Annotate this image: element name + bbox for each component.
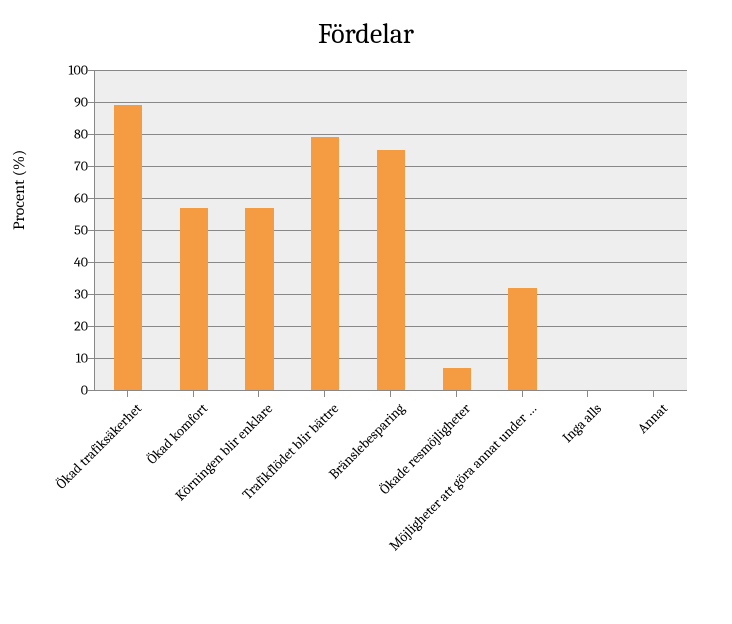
y-tick-label: 90 bbox=[48, 94, 88, 111]
y-axis-label: Procent (%) bbox=[10, 150, 28, 230]
x-tick-mark bbox=[456, 391, 457, 397]
bar bbox=[508, 288, 536, 390]
plot-area bbox=[94, 70, 687, 391]
chart-container: Fördelar Procent (%) 0 10 20 30 40 50 60 70 80 90… bbox=[0, 0, 732, 616]
y-tick-label: 20 bbox=[48, 318, 88, 335]
x-tick-mark bbox=[127, 391, 128, 397]
bar bbox=[245, 208, 273, 390]
y-tick-label: 100 bbox=[48, 62, 88, 79]
y-tick-mark bbox=[88, 230, 94, 231]
y-tick-mark bbox=[88, 294, 94, 295]
x-tick-mark bbox=[193, 391, 194, 397]
bar bbox=[180, 208, 208, 390]
bar bbox=[443, 368, 471, 390]
x-tick-mark bbox=[587, 391, 588, 397]
x-tick-mark bbox=[522, 391, 523, 397]
y-tick-label: 40 bbox=[48, 254, 88, 271]
x-tick-mark bbox=[324, 391, 325, 397]
y-tick-mark bbox=[88, 326, 94, 327]
y-tick-mark bbox=[88, 198, 94, 199]
y-tick-mark bbox=[88, 102, 94, 103]
y-tick-label: 30 bbox=[48, 286, 88, 303]
y-tick-label: 60 bbox=[48, 190, 88, 207]
y-tick-mark bbox=[88, 262, 94, 263]
chart-title: Fördelar bbox=[0, 18, 732, 50]
y-tick-label: 80 bbox=[48, 126, 88, 143]
x-tick-mark bbox=[653, 391, 654, 397]
y-tick-mark bbox=[88, 390, 94, 391]
y-tick-label: 50 bbox=[48, 222, 88, 239]
y-tick-label: 10 bbox=[48, 350, 88, 367]
gridline bbox=[95, 102, 687, 103]
x-tick-mark bbox=[390, 391, 391, 397]
y-tick-label: 70 bbox=[48, 158, 88, 175]
y-tick-label: 0 bbox=[48, 382, 88, 399]
bar bbox=[311, 137, 339, 390]
x-tick-mark bbox=[258, 391, 259, 397]
gridline bbox=[95, 70, 687, 71]
gridline bbox=[95, 134, 687, 135]
bar bbox=[377, 150, 405, 390]
bar bbox=[114, 105, 142, 390]
y-tick-mark bbox=[88, 134, 94, 135]
y-tick-mark bbox=[88, 70, 94, 71]
y-tick-mark bbox=[88, 358, 94, 359]
y-tick-mark bbox=[88, 166, 94, 167]
